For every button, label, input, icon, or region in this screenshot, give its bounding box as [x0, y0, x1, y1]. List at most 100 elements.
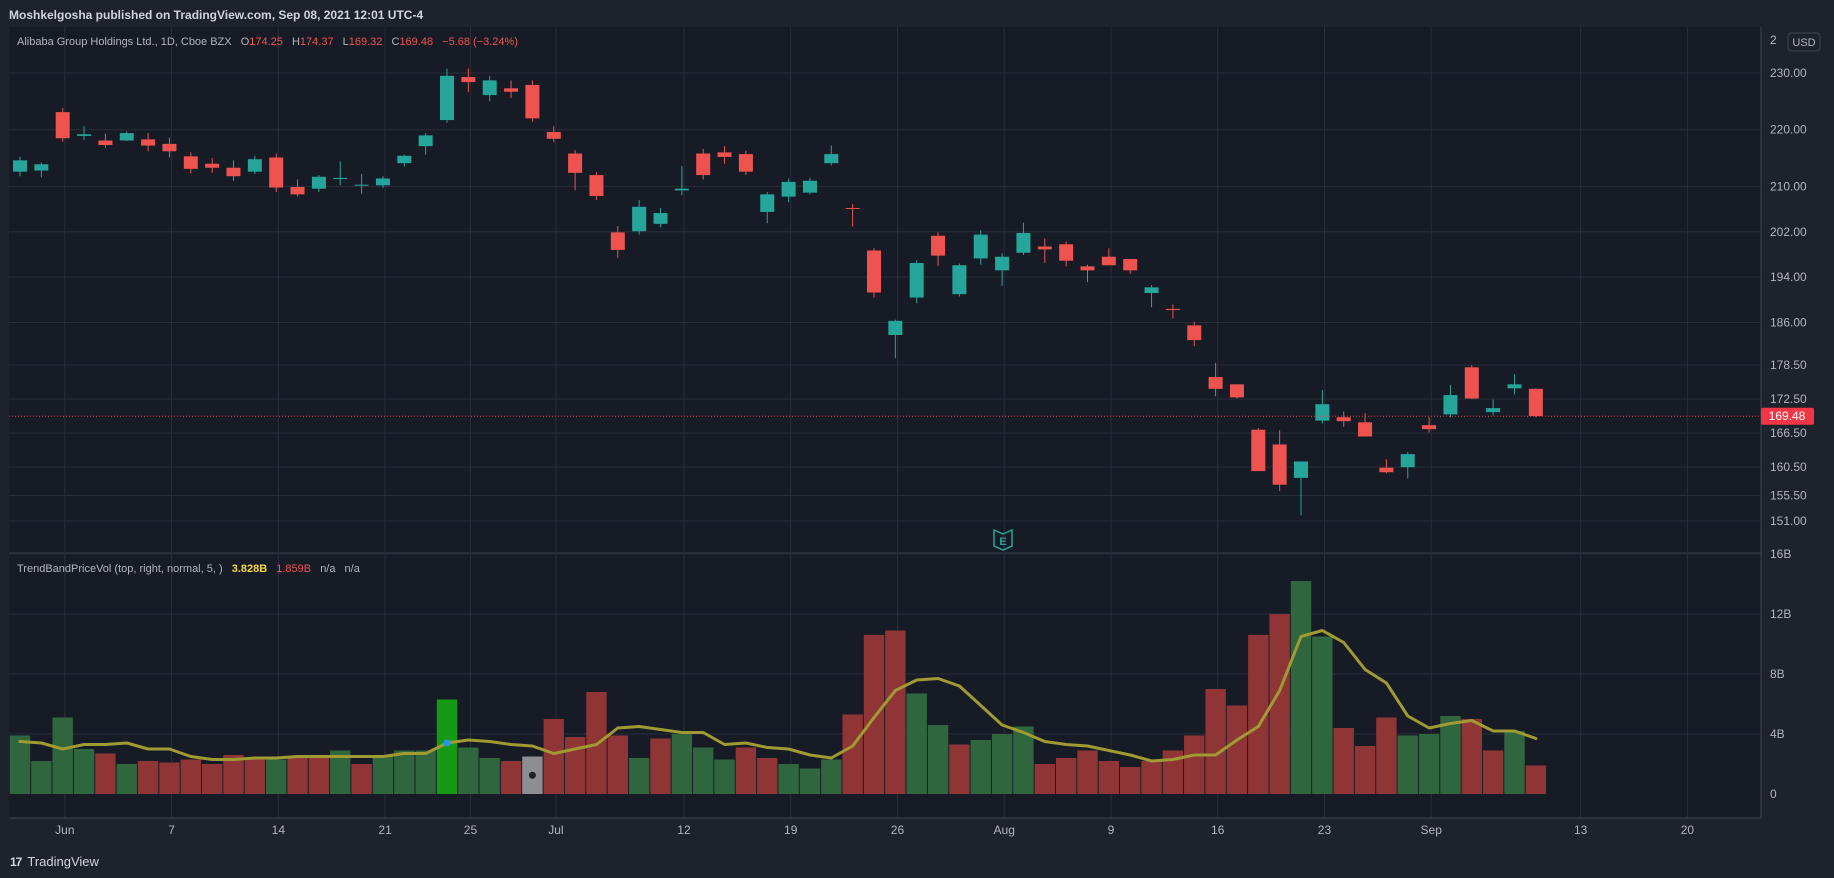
time-tick-label: 7: [168, 823, 175, 837]
volume-bar: [266, 759, 287, 794]
volume-bar: [201, 764, 223, 794]
volume-tick-label: 4B: [1770, 727, 1785, 741]
volume-bar: [436, 699, 458, 794]
currency-badge[interactable]: USD: [1787, 32, 1821, 52]
volume-bar: [52, 717, 73, 794]
candle: [610, 226, 625, 258]
time-tick-label: Sep: [1421, 823, 1443, 837]
volume-bar: [991, 734, 1013, 794]
candle-body: [1251, 429, 1266, 472]
candle: [1016, 222, 1031, 256]
candle-body: [1080, 266, 1095, 271]
candle-body: [1016, 232, 1031, 253]
candle: [696, 148, 711, 180]
volume-bar: [1482, 750, 1504, 794]
candle: [1294, 461, 1308, 516]
time-tick-label: 20: [1681, 823, 1695, 837]
earnings-marker[interactable]: E: [993, 528, 1013, 551]
candle-body: [1059, 244, 1074, 261]
pane-background: [9, 27, 1761, 818]
volume-bar: [1397, 735, 1418, 794]
candle-body: [909, 262, 924, 298]
volume-bar: [95, 753, 116, 794]
volume-bar: [821, 759, 842, 794]
candle: [354, 173, 369, 194]
candle: [162, 137, 177, 158]
time-axis[interactable]: [9, 818, 1761, 848]
volume-bar: [458, 747, 479, 794]
volume-bar: [1205, 689, 1226, 794]
candle-body: [1507, 384, 1522, 389]
volume-bar: [1504, 731, 1525, 794]
candle-body: [141, 139, 156, 146]
indicator-legend: TrendBandPriceVol (top, right, normal, 5…: [17, 563, 361, 575]
candle-body: [119, 133, 134, 141]
candle-body: [1229, 384, 1244, 398]
price-tick-label: 230.00: [1770, 66, 1807, 80]
price-tick-label: 172.50: [1770, 392, 1807, 406]
candle: [205, 158, 220, 173]
price-tick-label: 210.00: [1770, 179, 1807, 193]
volume-bar: [671, 734, 693, 794]
tradingview-brand[interactable]: 17 TradingView: [10, 854, 99, 869]
indicator-title[interactable]: TrendBandPriceVol (top, right, normal, 5…: [17, 563, 223, 575]
price-tick-label: 151.00: [1770, 514, 1807, 528]
candle-body: [995, 256, 1010, 271]
candle: [1272, 430, 1287, 491]
candle: [867, 248, 881, 298]
volume-bar: [1034, 764, 1055, 794]
candle-body: [610, 232, 625, 250]
candle-body: [525, 84, 540, 119]
volume-bar: [650, 738, 671, 794]
volume-bar: [1184, 735, 1205, 794]
volume-bar: [415, 750, 436, 794]
candle: [995, 253, 1010, 286]
volume-bar: [479, 758, 500, 794]
candle: [1464, 365, 1479, 400]
publish-header: Moshkelgosha published on TradingView.co…: [0, 0, 1834, 27]
indicator-value-1: 3.828B: [232, 563, 268, 575]
volume-bars: [9, 581, 1547, 794]
candle-body: [1379, 467, 1394, 473]
candle-body: [1037, 246, 1052, 250]
volume-bar: [180, 759, 201, 794]
candle: [738, 150, 753, 176]
volume-bar: [1120, 767, 1141, 794]
volume-bar: [970, 740, 991, 794]
pane-separator[interactable]: [9, 552, 1761, 554]
candle: [333, 161, 348, 186]
candle: [568, 150, 583, 191]
footer-bar: 17 TradingView: [0, 848, 1834, 878]
candle-body: [760, 194, 775, 212]
candle-body: [1101, 256, 1116, 266]
symbol-label[interactable]: Alibaba Group Holdings Ltd., 1D, Cboe BZ…: [17, 36, 232, 48]
candle-body: [738, 154, 753, 172]
price-tick-label: 202.00: [1770, 225, 1807, 239]
candle: [1037, 238, 1052, 263]
candle-body: [504, 88, 519, 92]
candle: [247, 155, 262, 174]
candle-body: [1443, 395, 1458, 415]
candle: [1187, 321, 1202, 347]
price-axis-partial-label: 2: [1770, 33, 1777, 47]
volume-bar: [1269, 614, 1290, 794]
tradingview-logo-icon: 17: [10, 854, 22, 869]
earnings-icon: [993, 528, 1013, 551]
candle: [141, 133, 156, 152]
volume-axis-labels: 0 4B 8B 12B 16B: [1770, 547, 1791, 801]
candle-body: [1294, 461, 1308, 478]
legend-line: Alibaba Group Holdings Ltd., 1D, Cboe BZ…: [17, 36, 518, 48]
earnings-label: E: [999, 536, 1006, 548]
candle: [290, 179, 305, 197]
volume-tick-label: 8B: [1770, 667, 1785, 681]
candle-body: [397, 155, 412, 164]
candle-body: [589, 175, 604, 197]
candle-body: [674, 188, 689, 191]
volume-bar: [607, 735, 628, 794]
candle: [119, 131, 134, 142]
candle-body: [1486, 408, 1501, 413]
candle: [845, 203, 860, 227]
brand-name: TradingView: [27, 854, 99, 869]
